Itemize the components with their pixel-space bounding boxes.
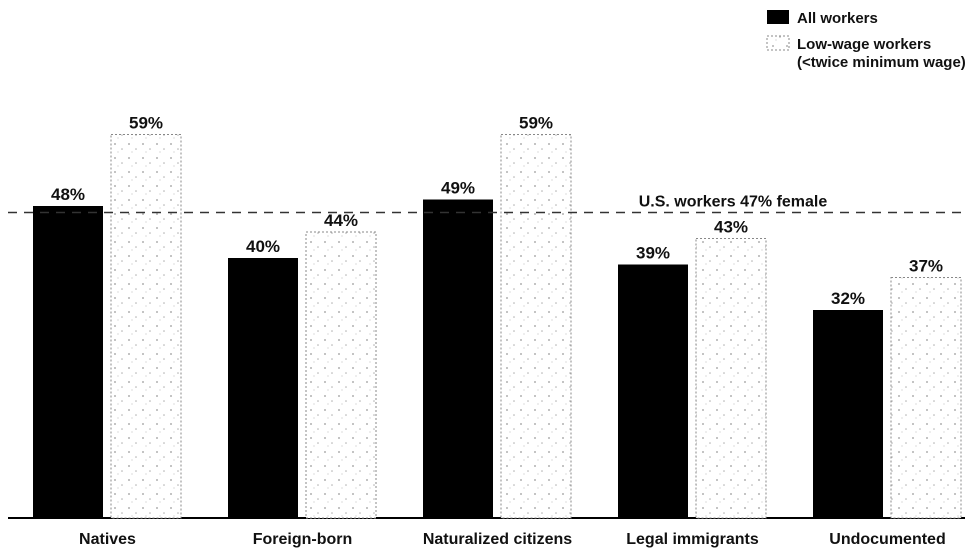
bar-all-workers-undocumented — [813, 310, 883, 518]
legend-swatch-all-workers — [767, 10, 789, 24]
data-label-all-workers-naturalized-citizens: 49% — [441, 179, 475, 198]
bar-low-wage-workers-foreign-born — [305, 231, 377, 519]
data-label-low-wage-workers-naturalized-citizens: 59% — [519, 114, 553, 133]
bar-all-workers-foreign-born — [228, 258, 298, 518]
bar-low-wage-workers-naturalized-citizens — [500, 134, 572, 519]
data-label-all-workers-natives: 48% — [51, 185, 85, 204]
reference-line-label: U.S. workers 47% female — [639, 194, 828, 211]
data-label-low-wage-workers-undocumented: 37% — [909, 257, 943, 276]
bar-low-wage-workers-natives — [110, 134, 182, 519]
data-label-low-wage-workers-natives: 59% — [129, 114, 163, 133]
legend: All workers Low-wage workers(<twice minim… — [766, 10, 966, 71]
plot-area: 48% 59% Natives 40% 44% Foreign-born 49% 59% Nat… — [8, 114, 965, 548]
bar-low-wage-workers-undocumented — [890, 277, 962, 519]
legend-swatch-low-wage-workers — [766, 35, 790, 51]
bar-all-workers-legal-immigrants — [618, 264, 688, 518]
data-label-all-workers-undocumented: 32% — [831, 289, 865, 308]
legend-label-all-workers: All workers — [797, 10, 878, 27]
category-label-natives: Natives — [79, 531, 136, 548]
bar-low-wage-workers-legal-immigrants — [695, 238, 767, 519]
bar-all-workers-natives — [33, 206, 103, 518]
data-label-low-wage-workers-legal-immigrants: 43% — [714, 218, 748, 237]
bar-all-workers-naturalized-citizens — [423, 199, 493, 518]
category-label-naturalized-citizens: Naturalized citizens — [423, 531, 572, 548]
category-label-legal-immigrants: Legal immigrants — [626, 531, 759, 548]
data-label-all-workers-legal-immigrants: 39% — [636, 244, 670, 263]
data-label-low-wage-workers-foreign-born: 44% — [324, 211, 358, 230]
data-label-all-workers-foreign-born: 40% — [246, 237, 280, 256]
legend-label-low-wage-workers: Low-wage workers — [797, 36, 931, 53]
category-label-foreign-born: Foreign-born — [253, 531, 353, 548]
legend-label-low-wage-workers-line2: (<twice minimum wage) — [797, 54, 966, 71]
category-label-undocumented: Undocumented — [829, 531, 945, 548]
